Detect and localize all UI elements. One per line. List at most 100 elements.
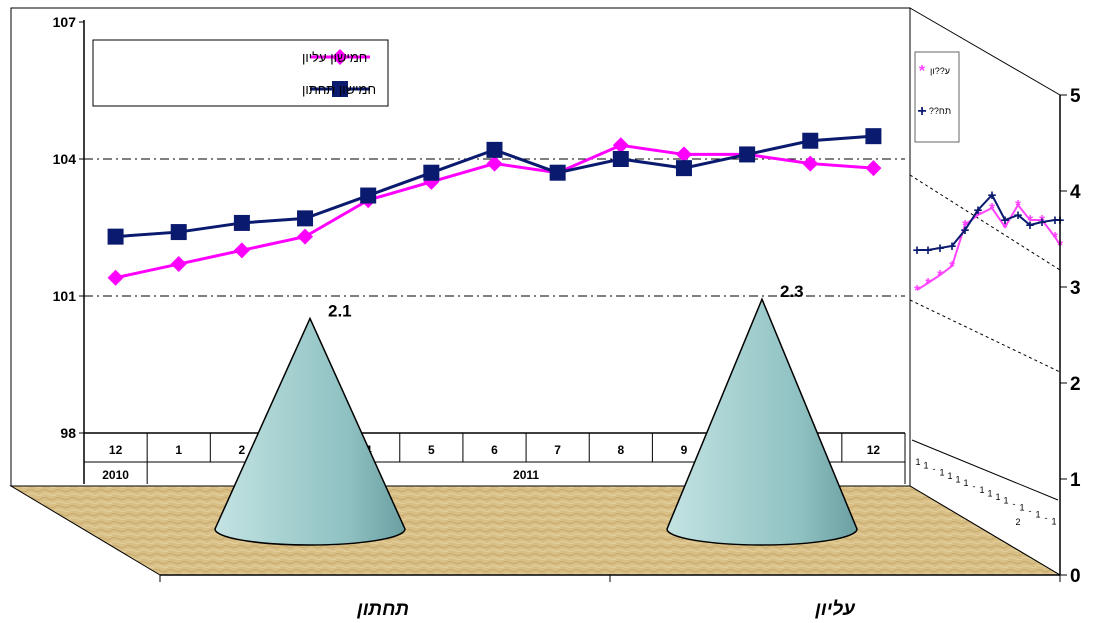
line-chart-legend: חמישון עליון חמישון תחתון <box>92 39 389 107</box>
side-tick-mark: 1 <box>1003 496 1008 506</box>
y-tick-label: 104 <box>53 151 77 167</box>
cone-shape <box>666 297 858 546</box>
cone-bar-upper: 2.3 <box>666 282 858 546</box>
category-axis: עליון תחתון <box>159 574 1061 620</box>
side-series-marker: * <box>1002 219 1008 236</box>
side-series-marker: * <box>1015 197 1021 214</box>
side-legend-label: תח?? <box>929 106 951 116</box>
x-tick-label-month: 1 <box>175 443 182 457</box>
cone-data-label: 2.1 <box>328 301 352 320</box>
side-series-marker: + <box>948 238 957 255</box>
data-point <box>549 164 566 181</box>
value-tick-label: 5 <box>1070 86 1081 107</box>
y-tick-label: 98 <box>60 425 76 441</box>
side-series-marker: + <box>988 187 997 204</box>
side-series-marker: + <box>913 242 922 259</box>
floor <box>9 485 1062 576</box>
x-tick-label-month: 8 <box>617 443 624 457</box>
legend-entry: חמישון תחתון <box>302 82 376 97</box>
cone-bar-lower: 2.1 <box>214 301 406 546</box>
side-series-line <box>917 193 1060 251</box>
side-tick-mark: 1 <box>939 468 944 478</box>
side-series-marker: + <box>961 222 970 239</box>
series-lower-quintile <box>107 128 882 245</box>
side-wall: *************+++++++++++++*ע??ון+תח??11-… <box>909 7 1065 576</box>
side-series-marker: + <box>1026 217 1035 234</box>
side-series-marker: * <box>949 258 955 275</box>
data-point <box>170 224 187 241</box>
side-tick-mark: - <box>973 482 976 492</box>
value-tick-label: 1 <box>1070 470 1081 491</box>
side-tick-mark: 1 <box>923 461 928 471</box>
side-series-marker: * <box>989 200 995 217</box>
side-legend-label: ע??ון <box>930 66 950 76</box>
side-series-marker: * <box>937 267 943 284</box>
side-series-marker: + <box>1038 214 1047 231</box>
line-chart-y-tick-labels: 98 101 104 107 <box>53 14 84 441</box>
side-tick-mark: - <box>1013 499 1016 509</box>
x-tick-label-year: 2010 <box>102 468 129 482</box>
side-tick-mark: - <box>933 464 936 474</box>
data-point <box>297 210 314 227</box>
data-point <box>802 155 819 172</box>
legend-marker <box>332 81 348 97</box>
side-series-marker: + <box>1051 212 1060 229</box>
side-series-marker: + <box>924 242 933 259</box>
data-point <box>675 160 692 177</box>
side-tick-mark: 1 <box>947 471 952 481</box>
side-tick-mark: 1 <box>1051 517 1056 527</box>
side-tick-mark: 1 <box>987 489 992 499</box>
side-wall-gridline <box>909 299 1061 373</box>
value-tick-label: 0 <box>1070 566 1081 587</box>
data-point <box>297 228 314 245</box>
legend-entry: חמישון עליון <box>302 50 367 65</box>
value-tick-label: 2 <box>1070 374 1081 395</box>
side-group-label: 2 <box>1015 517 1020 527</box>
side-series-marker: + <box>1014 207 1023 224</box>
x-tick-label-month: 6 <box>491 443 498 457</box>
cone-shape <box>214 316 406 546</box>
category-label: עליון <box>814 599 856 620</box>
cone-bars: 2.3 2.1 <box>214 282 858 546</box>
x-tick-label-month: 12 <box>867 443 881 457</box>
side-series-marker: * <box>1052 229 1058 246</box>
category-label: תחתון <box>356 599 409 620</box>
side-series-marker: * <box>1039 212 1045 229</box>
side-series-marker: + <box>1001 212 1010 229</box>
side-tick-mark: - <box>1045 513 1048 523</box>
side-series-marker: * <box>925 275 931 292</box>
value-tick-label: 4 <box>1070 182 1081 203</box>
data-point <box>612 137 629 154</box>
side-tick-mark: 1 <box>1019 503 1024 513</box>
side-series-marker: + <box>936 240 945 257</box>
data-point <box>233 242 250 259</box>
side-tick-mark: - <box>1029 506 1032 516</box>
side-legend-box <box>914 51 960 143</box>
data-point <box>107 228 124 245</box>
data-point <box>233 214 250 231</box>
data-point <box>739 146 756 163</box>
y-tick-label: 107 <box>53 14 77 30</box>
x-tick-label-month: 12 <box>109 443 123 457</box>
value-axis: 0 1 2 3 4 5 <box>1059 86 1081 587</box>
data-point <box>612 151 629 167</box>
data-point <box>675 146 692 163</box>
data-point <box>360 187 377 204</box>
x-tick-label-month: 7 <box>554 443 561 457</box>
side-series-marker: * <box>914 282 920 299</box>
side-series-line <box>916 203 1061 291</box>
x-tick-label-month: 9 <box>681 443 688 457</box>
side-series-marker: * <box>962 217 968 234</box>
data-point <box>865 128 882 145</box>
side-legend-marker: + <box>917 103 926 120</box>
side-axis-line <box>911 439 1059 501</box>
side-tick-mark: 1 <box>915 457 920 467</box>
x-tick-label-year: 2011 <box>513 468 539 482</box>
x-tick-label-month: 5 <box>428 443 435 457</box>
line-chart-gridlines <box>84 158 905 297</box>
side-series-marker: * <box>1027 212 1033 229</box>
side-tick-mark: 1 <box>1035 510 1040 520</box>
data-point <box>486 155 503 172</box>
